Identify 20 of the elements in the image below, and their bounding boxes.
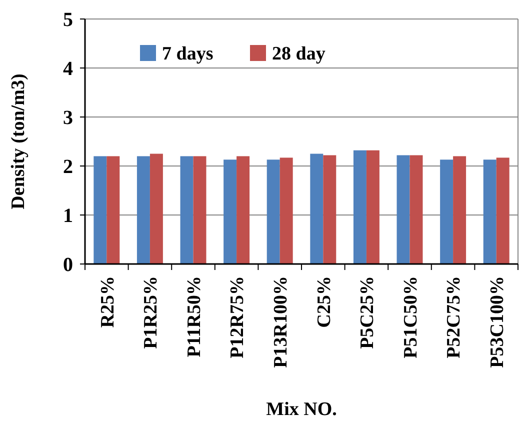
y-tick-label: 4 bbox=[63, 58, 73, 80]
y-tick-label: 0 bbox=[63, 254, 73, 276]
x-tick-label: P5C25% bbox=[357, 276, 378, 349]
x-tick-label: P12R75% bbox=[227, 276, 248, 358]
x-tick-label: C25% bbox=[314, 276, 335, 328]
y-tick-label: 2 bbox=[63, 156, 73, 178]
legend-label: 7 days bbox=[162, 44, 214, 65]
x-tick-label: P53C100% bbox=[487, 276, 508, 368]
x-tick-label: P1R25% bbox=[140, 276, 162, 349]
x-axis-title: Mix NO. bbox=[266, 399, 337, 420]
legend-label: 28 day bbox=[272, 44, 326, 65]
x-tick-label: P13R100% bbox=[270, 276, 292, 368]
y-tick-label: 1 bbox=[63, 205, 73, 227]
x-tick-label: P11R50% bbox=[184, 276, 205, 358]
x-tick-label: P52C75% bbox=[444, 276, 465, 358]
x-tick-label: R25% bbox=[97, 276, 118, 328]
x-tick-label: P51C50% bbox=[400, 276, 422, 358]
y-tick-label: 5 bbox=[63, 9, 73, 31]
y-axis-title: Density (ton/m3) bbox=[8, 74, 29, 210]
y-tick-label: 3 bbox=[63, 107, 73, 129]
